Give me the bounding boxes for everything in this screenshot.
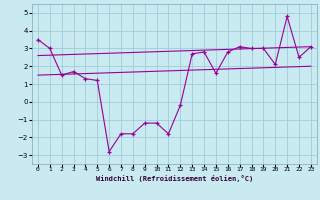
X-axis label: Windchill (Refroidissement éolien,°C): Windchill (Refroidissement éolien,°C) — [96, 175, 253, 182]
